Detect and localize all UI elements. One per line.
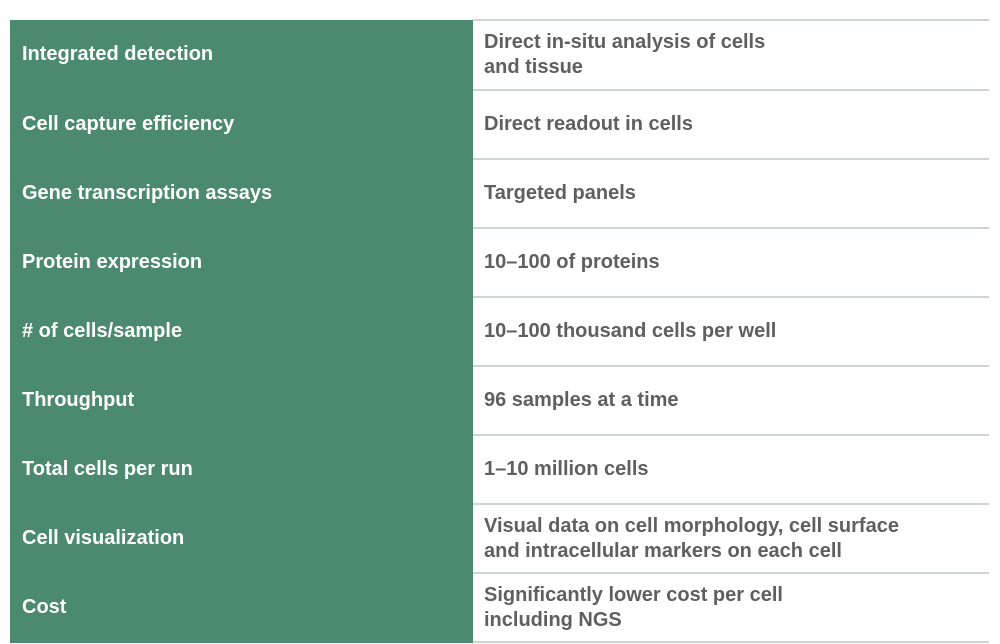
row-value: Targeted panels [473, 159, 989, 229]
value-line: Direct readout in cells [484, 113, 693, 135]
row-value: Direct readout in cells [473, 90, 989, 160]
table-row: # of cells/sample 10–100 thousand cells … [10, 297, 989, 367]
table-row: Throughput 96 samples at a time [10, 366, 989, 436]
table-row: Cost Significantly lower cost per cell i… [10, 573, 989, 643]
table-row: Gene transcription assays Targeted panel… [10, 159, 989, 229]
row-value: Direct in-situ analysis of cells and tis… [473, 19, 989, 91]
row-value: 96 samples at a time [473, 366, 989, 436]
value-line: 10–100 of proteins [484, 251, 660, 273]
value-line: including NGS [484, 608, 622, 631]
value-line: 1–10 million cells [484, 458, 649, 480]
table-row: Integrated detection Direct in-situ anal… [10, 19, 989, 91]
value-line: Visual data on cell morphology, cell sur… [484, 514, 899, 537]
row-value: 1–10 million cells [473, 435, 989, 505]
value-line: Significantly lower cost per cell [484, 583, 783, 606]
row-label: Protein expression [10, 228, 473, 298]
row-label: Cost [10, 573, 473, 643]
table-row: Total cells per run 1–10 million cells [10, 435, 989, 505]
value-line: and intracellular markers on each cell [484, 539, 842, 562]
table-row: Cell visualization Visual data on cell m… [10, 504, 989, 574]
value-line: Targeted panels [484, 182, 636, 204]
value-line: Direct in-situ analysis of cells [484, 31, 766, 53]
value-line: 96 samples at a time [484, 389, 679, 411]
value-line: and tissue [484, 56, 583, 78]
row-label: # of cells/sample [10, 297, 473, 367]
row-label: Throughput [10, 366, 473, 436]
row-value: 10–100 thousand cells per well [473, 297, 989, 367]
row-label: Cell visualization [10, 504, 473, 574]
row-value: Visual data on cell morphology, cell sur… [473, 504, 989, 574]
row-value: Significantly lower cost per cell includ… [473, 573, 989, 643]
value-line: 10–100 thousand cells per well [484, 320, 777, 342]
table-row: Cell capture efficiency Direct readout i… [10, 90, 989, 160]
table-row: Protein expression 10–100 of proteins [10, 228, 989, 298]
row-label: Cell capture efficiency [10, 90, 473, 160]
row-label: Total cells per run [10, 435, 473, 505]
comparison-table: Integrated detection Direct in-situ anal… [10, 19, 989, 643]
row-label: Gene transcription assays [10, 159, 473, 229]
row-value: 10–100 of proteins [473, 228, 989, 298]
row-label: Integrated detection [10, 20, 473, 91]
